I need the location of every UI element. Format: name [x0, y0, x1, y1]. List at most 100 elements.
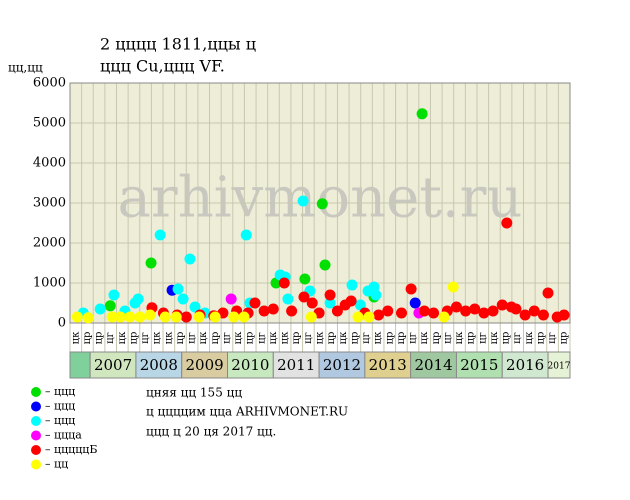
x-tick-label: цр — [128, 332, 139, 345]
x-tick-label: цк — [419, 331, 430, 344]
point — [542, 287, 554, 299]
legend-label: – цццццБ — [45, 443, 97, 456]
x-tick-label: цр — [396, 332, 407, 345]
year-label: 2012 — [323, 356, 361, 374]
point — [228, 311, 240, 323]
point — [370, 289, 382, 301]
x-tick-label: цк — [198, 331, 209, 344]
x-tick-label: цк — [268, 331, 279, 344]
x-tick-label: цр — [349, 332, 360, 345]
point — [460, 305, 472, 317]
x-tick-label: цк — [163, 331, 174, 344]
x-tick-label: цк — [70, 331, 81, 344]
x-tick-label: цр — [245, 332, 256, 345]
point — [558, 309, 570, 321]
point — [469, 303, 481, 315]
x-tick-label: цр — [82, 332, 93, 345]
x-tick-label: цг — [442, 332, 453, 344]
point — [172, 283, 184, 295]
year-band — [410, 351, 457, 379]
x-tick-label: цк — [152, 331, 163, 344]
point — [297, 195, 309, 207]
watermark: arhivmonet.ru — [118, 166, 523, 231]
note: ц ццццим цца ARHIVMONET.RU — [146, 405, 348, 419]
x-tick-label: цр — [559, 332, 570, 345]
x-tick-label: цр — [501, 332, 512, 345]
point — [418, 305, 430, 317]
point — [319, 259, 331, 271]
year-label: 2014 — [414, 356, 452, 374]
point — [487, 305, 499, 317]
note: ццц ц 20 ця 2017 цц. — [146, 425, 276, 439]
point — [258, 305, 270, 317]
year-label: 2010 — [231, 356, 269, 374]
x-tick-label: цг — [512, 332, 523, 344]
point — [104, 300, 116, 312]
point — [108, 289, 120, 301]
band-lead — [69, 351, 91, 379]
point — [170, 311, 182, 323]
y-tick-label: 1000 — [33, 276, 66, 291]
point — [159, 311, 171, 323]
y-tick-label: 3000 — [33, 196, 66, 211]
point — [382, 305, 394, 317]
point — [324, 289, 336, 301]
point — [193, 311, 205, 323]
x-tick-label: цг — [547, 332, 558, 344]
y-tick-label: 6000 — [33, 76, 66, 91]
point — [132, 293, 144, 305]
legend-label: – ццц — [45, 385, 75, 398]
point — [450, 301, 462, 313]
point — [528, 305, 540, 317]
point — [299, 273, 311, 285]
x-tick-label: цг — [256, 332, 267, 344]
x-tick-label: цр — [326, 332, 337, 345]
point — [225, 293, 237, 305]
year-label: 2007 — [94, 356, 132, 374]
point — [180, 311, 192, 323]
year-band — [547, 351, 571, 379]
x-tick-label: цр — [384, 332, 395, 345]
chart-subtitle: ццц Cu,ццц VF. — [100, 57, 225, 76]
point — [478, 307, 490, 319]
year-label: 2008 — [140, 356, 178, 374]
point — [114, 311, 126, 323]
point — [305, 311, 317, 323]
point — [298, 291, 310, 303]
point — [438, 311, 450, 323]
chart-title: 2 цццц 1811,ццы ц — [100, 35, 256, 54]
point — [278, 277, 290, 289]
x-tick-label: цк — [280, 331, 291, 344]
x-tick-label: цр — [210, 332, 221, 345]
point — [249, 297, 261, 309]
year-band — [272, 351, 320, 379]
point — [324, 297, 336, 309]
point — [409, 297, 421, 309]
legend-marker — [31, 416, 41, 426]
legend-label: – ццца — [45, 429, 82, 442]
point — [316, 198, 328, 210]
year-band — [227, 351, 274, 379]
x-tick-label: цк — [233, 331, 244, 344]
point — [177, 293, 189, 305]
point — [238, 311, 250, 323]
x-tick-label: цр — [175, 332, 186, 345]
point — [345, 295, 357, 307]
point — [106, 311, 118, 323]
y-tick-label: 4000 — [33, 156, 66, 171]
year-band — [135, 351, 183, 379]
x-tick-label: цк — [117, 331, 128, 344]
year-label: 2017 — [548, 362, 571, 372]
x-tick-label: цг — [408, 332, 419, 344]
year-label: 2013 — [369, 356, 407, 374]
x-tick-label: цк — [454, 331, 465, 344]
year-label: 2009 — [186, 356, 224, 374]
point — [331, 305, 343, 317]
point — [267, 303, 279, 315]
point — [209, 311, 221, 323]
legend-label: – ццц — [45, 400, 75, 413]
y-axis-label: цц,цц — [8, 61, 43, 75]
legend-marker — [31, 445, 41, 455]
point — [510, 303, 522, 315]
year-label: 2015 — [460, 356, 498, 374]
